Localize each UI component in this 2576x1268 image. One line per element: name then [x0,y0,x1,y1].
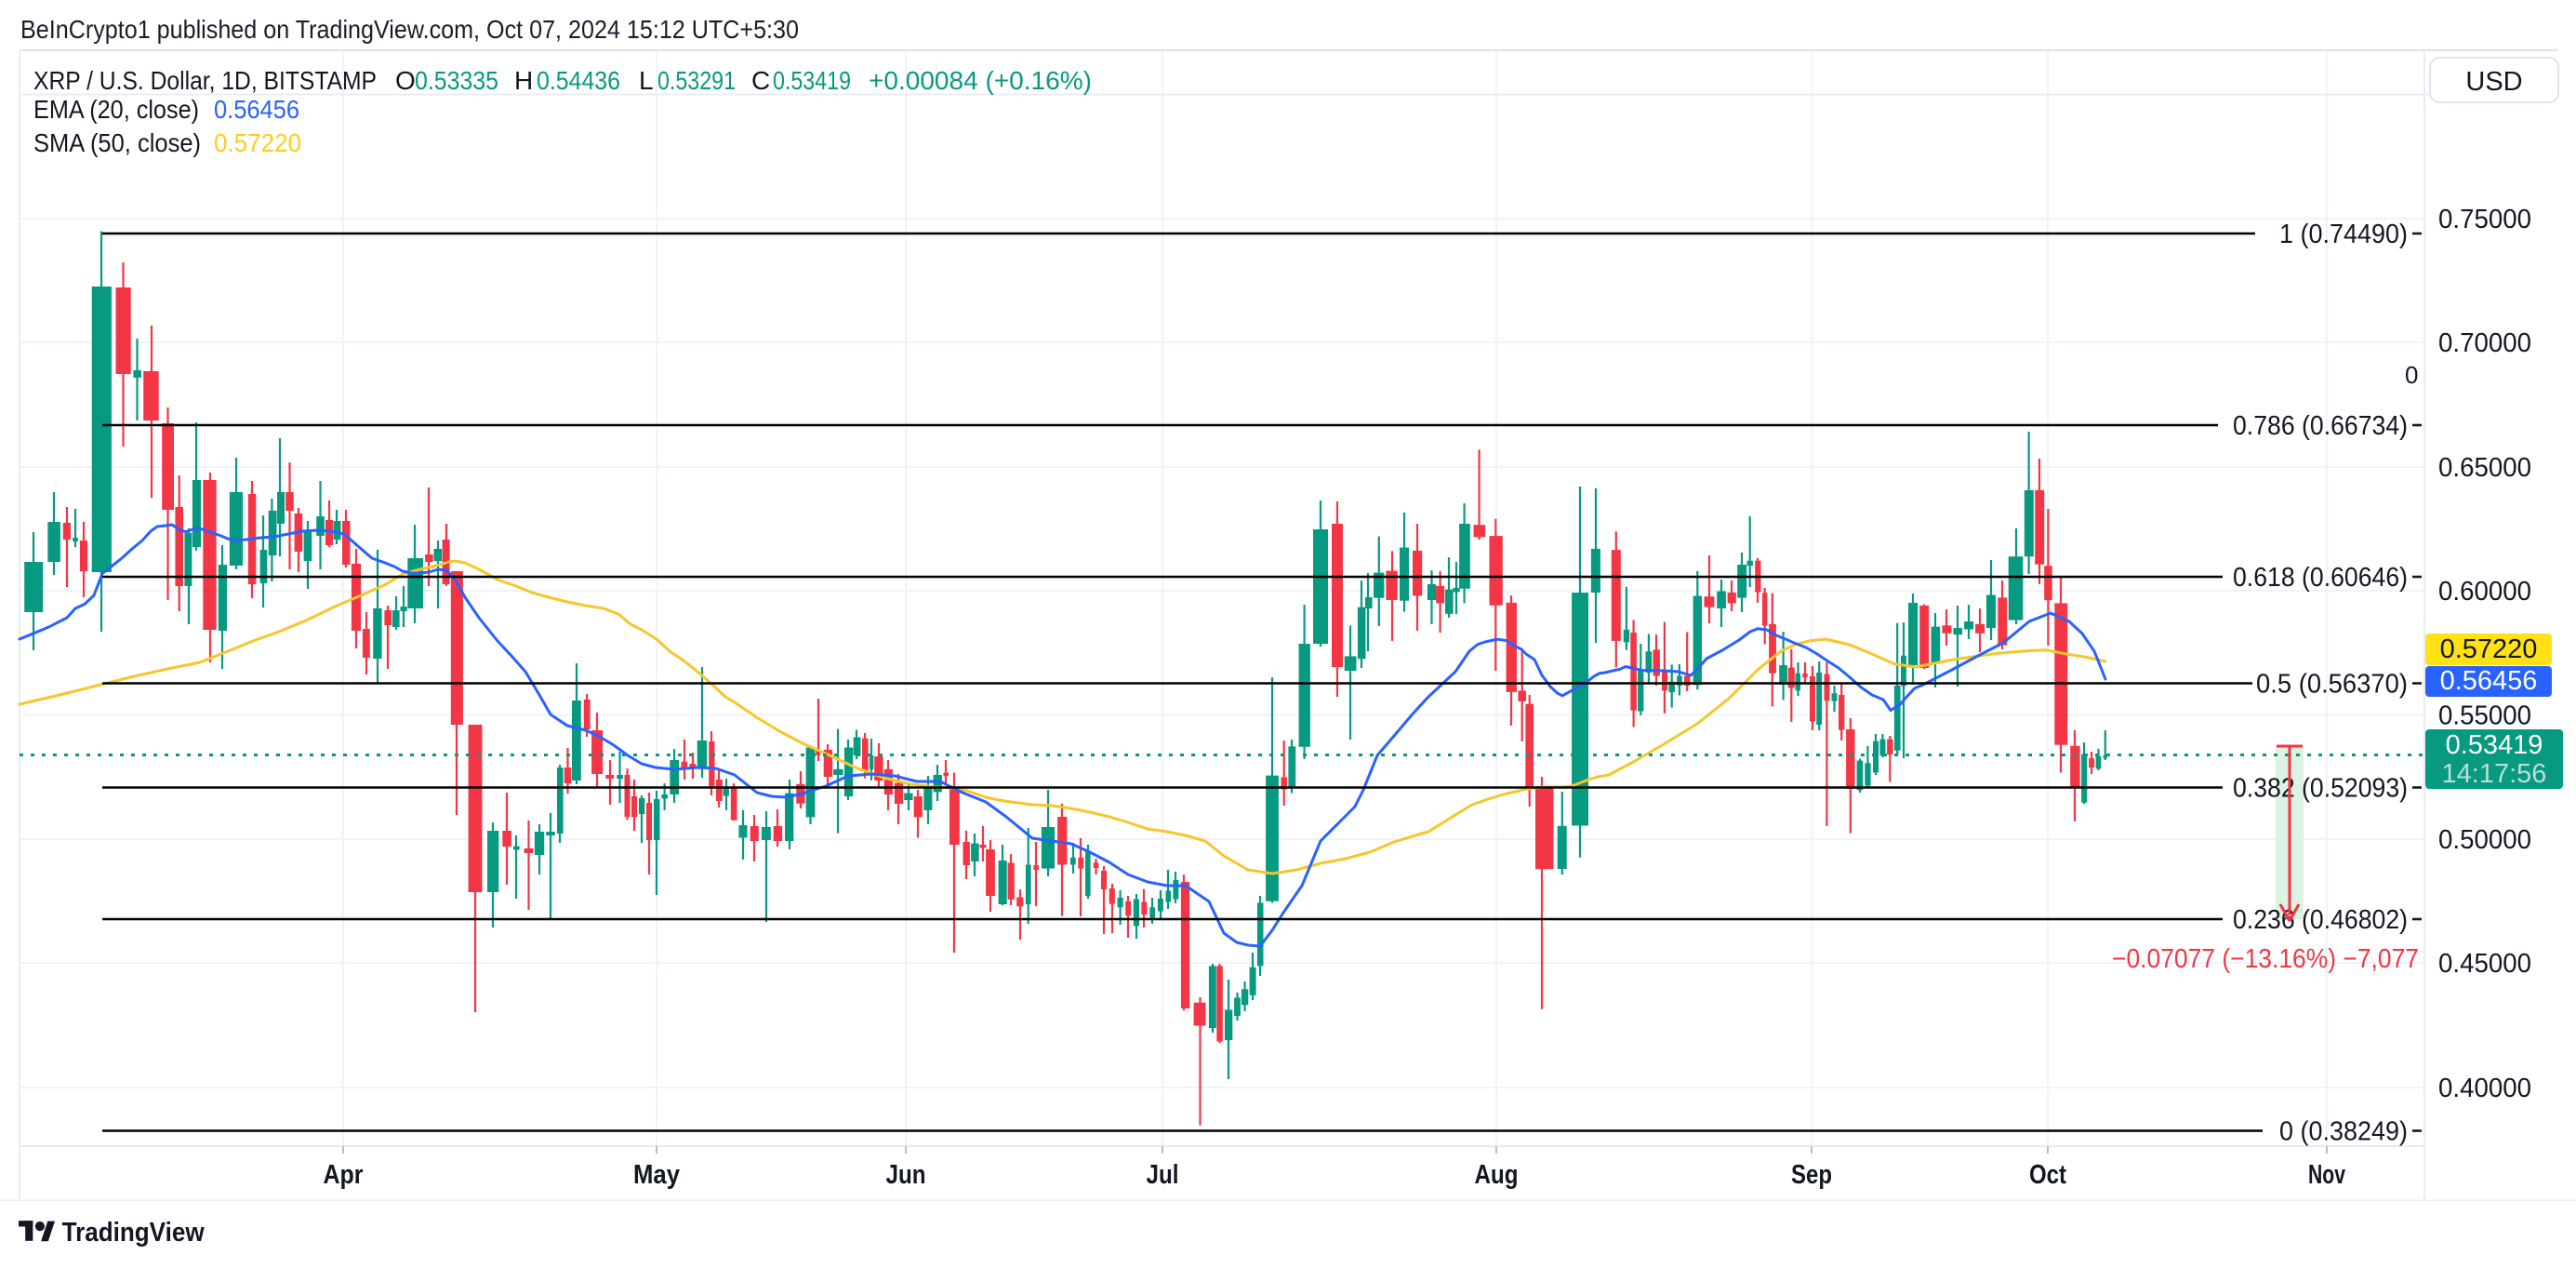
svg-text:0.786 (0.66734): 0.786 (0.66734) [2233,411,2408,441]
svg-text:0.53419: 0.53419 [773,66,851,95]
svg-text:0.618 (0.60646): 0.618 (0.60646) [2233,563,2408,593]
svg-text:0.70000: 0.70000 [2438,328,2531,358]
svg-text:0.40000: 0.40000 [2438,1074,2531,1103]
svg-text:L: L [639,66,654,95]
svg-text:0.55000: 0.55000 [2438,701,2531,731]
svg-text:0.54436: 0.54436 [537,66,620,95]
svg-text:C: C [751,66,770,95]
svg-text:BeInCrypto1 published on Tradi: BeInCrypto1 published on TradingView.com… [20,15,799,44]
svg-text:0.75000: 0.75000 [2438,205,2531,234]
svg-text:0 (0.38249): 0 (0.38249) [2279,1117,2408,1147]
svg-text:0.53335: 0.53335 [415,66,498,95]
svg-text:1 (0.74490): 1 (0.74490) [2279,220,2408,249]
svg-text:Aug: Aug [1475,1160,1519,1190]
svg-text:SMA (50, close): SMA (50, close) [33,128,201,157]
svg-text:0.56456: 0.56456 [214,95,299,124]
svg-text:Sep: Sep [1791,1160,1832,1190]
svg-text:XRP / U.S. Dollar, 1D, BITSTAM: XRP / U.S. Dollar, 1D, BITSTAMP [33,66,377,95]
svg-text:EMA (20, close): EMA (20, close) [33,95,199,124]
svg-text:USD: USD [2465,67,2522,97]
svg-text:0.65000: 0.65000 [2438,453,2531,483]
svg-text:Nov: Nov [2308,1160,2345,1190]
svg-text:0.53291: 0.53291 [657,66,736,95]
svg-text:Oct: Oct [2029,1160,2066,1190]
svg-text:TradingView: TradingView [62,1218,205,1248]
svg-text:14:17:56: 14:17:56 [2442,759,2547,789]
svg-text:0: 0 [2405,361,2418,389]
svg-text:H: H [514,66,533,95]
svg-text:0.56456: 0.56456 [2440,666,2538,696]
svg-text:0.60000: 0.60000 [2438,577,2531,607]
svg-text:0.236 (0.46802): 0.236 (0.46802) [2233,905,2408,935]
svg-text:O: O [395,66,416,95]
svg-text:0.57220: 0.57220 [214,128,301,157]
svg-text:+0.00084 (+0.16%): +0.00084 (+0.16%) [869,66,1092,95]
svg-text:May: May [633,1160,680,1190]
svg-text:Jun: Jun [886,1160,926,1190]
svg-text:Apr: Apr [324,1160,364,1190]
svg-text:0.45000: 0.45000 [2438,949,2531,979]
svg-text:0.382 (0.52093): 0.382 (0.52093) [2233,774,2408,804]
svg-text:−0.07077 (−13.16%) −7,077: −0.07077 (−13.16%) −7,077 [2112,944,2419,974]
svg-text:0.5 (0.56370): 0.5 (0.56370) [2256,670,2408,700]
svg-text:0.50000: 0.50000 [2438,825,2531,855]
svg-text:0.57220: 0.57220 [2440,634,2538,664]
svg-text:0.53419: 0.53419 [2446,730,2543,760]
svg-text:Jul: Jul [1147,1160,1179,1190]
